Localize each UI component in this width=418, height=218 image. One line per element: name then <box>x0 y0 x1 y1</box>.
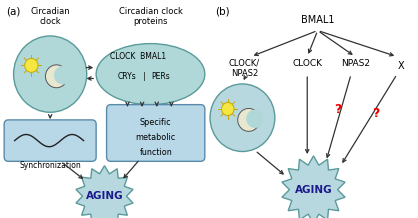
Circle shape <box>54 66 71 84</box>
Text: |: | <box>143 72 145 81</box>
Text: NPAS2: NPAS2 <box>341 59 370 68</box>
Circle shape <box>222 102 234 116</box>
Text: CRYs: CRYs <box>118 72 137 81</box>
Circle shape <box>46 65 67 88</box>
Text: metabolic: metabolic <box>135 133 176 142</box>
Polygon shape <box>76 166 133 218</box>
Circle shape <box>238 108 260 131</box>
FancyBboxPatch shape <box>107 105 205 161</box>
Text: Specific: Specific <box>140 118 171 127</box>
Text: ?: ? <box>372 107 380 120</box>
Text: (b): (b) <box>215 7 230 17</box>
Text: CLOCK  BMAL1: CLOCK BMAL1 <box>110 52 166 61</box>
Ellipse shape <box>96 44 205 105</box>
Text: function: function <box>139 148 172 157</box>
Polygon shape <box>282 156 345 218</box>
Circle shape <box>210 84 275 152</box>
Text: Circadian
clock: Circadian clock <box>31 7 70 26</box>
Text: ?: ? <box>334 102 341 116</box>
Text: CLOCK/
NPAS2: CLOCK/ NPAS2 <box>229 59 260 78</box>
Text: PERs: PERs <box>152 72 170 81</box>
Circle shape <box>246 110 264 128</box>
Text: (a): (a) <box>6 7 20 17</box>
Text: BMAL1: BMAL1 <box>301 15 334 25</box>
Text: Circadian clock
proteins: Circadian clock proteins <box>119 7 182 26</box>
Text: Synchronization: Synchronization <box>19 161 81 170</box>
Circle shape <box>13 36 87 112</box>
Text: AGING: AGING <box>86 191 123 201</box>
FancyBboxPatch shape <box>4 120 96 161</box>
Circle shape <box>25 58 38 72</box>
Text: AGING: AGING <box>295 185 332 195</box>
Text: X: X <box>398 61 405 71</box>
Text: CLOCK: CLOCK <box>292 59 322 68</box>
